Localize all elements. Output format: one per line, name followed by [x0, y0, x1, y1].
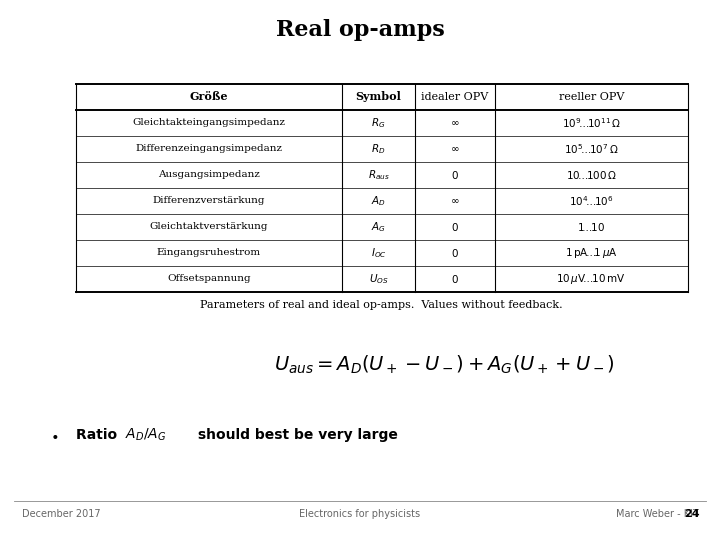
Text: 24: 24	[684, 509, 700, 519]
Text: $A_D$: $A_D$	[371, 194, 386, 207]
Text: December 2017: December 2017	[22, 509, 100, 519]
Text: $\infty$: $\infty$	[450, 118, 460, 127]
Text: $R_{aus}$: $R_{aus}$	[368, 168, 390, 181]
Text: Ausgangsimpedanz: Ausgangsimpedanz	[158, 170, 260, 179]
Text: Real op-amps: Real op-amps	[276, 19, 444, 41]
Text: $\infty$: $\infty$	[450, 144, 460, 153]
Text: Größe: Größe	[189, 91, 228, 102]
Text: $10^5\!\ldots\!10^7\,\Omega$: $10^5\!\ldots\!10^7\,\Omega$	[564, 142, 618, 156]
Text: $10\,\mu\mathrm{V}\!\ldots\!10\,\mathrm{mV}$: $10\,\mu\mathrm{V}\!\ldots\!10\,\mathrm{…	[557, 272, 626, 286]
Text: Gleichtaktverstärkung: Gleichtaktverstärkung	[150, 222, 268, 231]
Text: Symbol: Symbol	[356, 91, 402, 102]
Text: $R_D$: $R_D$	[372, 142, 386, 156]
Text: $\bullet$: $\bullet$	[50, 428, 58, 442]
Text: Differenzverstärkung: Differenzverstärkung	[153, 196, 265, 205]
Text: $10\!\ldots\!100\,\Omega$: $10\!\ldots\!100\,\Omega$	[566, 168, 617, 181]
Text: Differenzeingangsimpedanz: Differenzeingangsimpedanz	[135, 144, 282, 153]
Text: $I_{OC}$: $I_{OC}$	[371, 246, 387, 260]
Text: Gleichtakteingangsimpedanz: Gleichtakteingangsimpedanz	[132, 118, 285, 127]
Text: Offsetspannung: Offsetspannung	[167, 274, 251, 283]
Text: $A_D/A_G$: $A_D/A_G$	[125, 427, 166, 443]
Text: Parameters of real and ideal op-amps.  Values without feedback.: Parameters of real and ideal op-amps. Va…	[200, 300, 563, 310]
Text: $A_G$: $A_G$	[371, 220, 386, 233]
Text: Electronics for physicists: Electronics for physicists	[300, 509, 420, 519]
Text: reeller OPV: reeller OPV	[559, 92, 624, 102]
Text: $1\!\ldots\!10$: $1\!\ldots\!10$	[577, 221, 606, 233]
Text: $0$: $0$	[451, 273, 459, 285]
Text: $0$: $0$	[451, 168, 459, 181]
Text: $0$: $0$	[451, 247, 459, 259]
Text: $0$: $0$	[451, 221, 459, 233]
Text: $R_G$: $R_G$	[372, 116, 386, 130]
Text: $10^9\!\ldots\!10^{11}\,\Omega$: $10^9\!\ldots\!10^{11}\,\Omega$	[562, 116, 621, 130]
Text: $U_{aus} = A_D\left(U_+ - U_-\right) + A_G\left(U_+ + U_-\right)$: $U_{aus} = A_D\left(U_+ - U_-\right) + A…	[274, 354, 614, 376]
Text: Marc Weber - KIT: Marc Weber - KIT	[616, 509, 698, 519]
Text: idealer OPV: idealer OPV	[421, 92, 489, 102]
Text: should best be very large: should best be very large	[193, 428, 398, 442]
Text: $U_{OS}$: $U_{OS}$	[369, 272, 388, 286]
Text: Eingangsruhestrom: Eingangsruhestrom	[157, 248, 261, 257]
Text: Ratio: Ratio	[76, 428, 122, 442]
Text: $1\,\mathrm{pA}\!\ldots\!1\,\mu\mathrm{A}$: $1\,\mathrm{pA}\!\ldots\!1\,\mu\mathrm{A…	[564, 246, 618, 260]
Text: $\infty$: $\infty$	[450, 196, 460, 205]
Text: $10^4\!\ldots\!10^6$: $10^4\!\ldots\!10^6$	[569, 194, 613, 207]
